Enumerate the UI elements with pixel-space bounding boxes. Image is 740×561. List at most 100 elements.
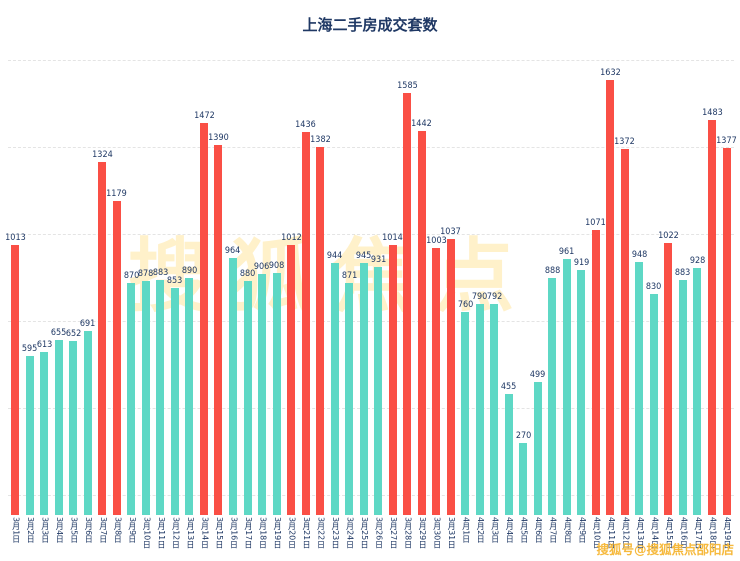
x-axis-label: 3月20日 (287, 517, 297, 549)
bar (417, 131, 426, 515)
bar-slot: 1012 (280, 233, 302, 515)
x-axis-label: 3月1日 (11, 517, 21, 544)
bar-value-label: 880 (239, 269, 256, 279)
bar (287, 245, 296, 515)
bar (330, 263, 339, 515)
bar-value-label: 908 (268, 261, 285, 271)
x-axis-label: 3月22日 (316, 517, 326, 549)
bar-value-label: 928 (689, 256, 706, 266)
bar (141, 281, 150, 515)
x-axis-label: 3月30日 (432, 517, 442, 549)
bar (127, 283, 136, 515)
bar-slot: 870 (124, 272, 139, 515)
x-axis-label: 3月21日 (301, 517, 311, 549)
bar (272, 273, 281, 515)
bar (25, 356, 34, 515)
bar-slot: 1003 (425, 236, 447, 515)
bar-slot: 1013 (5, 234, 26, 515)
bar (69, 341, 78, 515)
bar-value-label: 1071 (585, 218, 607, 228)
bar-slot: 945 (356, 252, 371, 515)
bar-slot: 655 (51, 329, 67, 515)
bar-slot: 1071 (585, 218, 607, 515)
bar-slot: 760 (458, 301, 473, 515)
bar-slot: 871 (341, 271, 357, 515)
bar-slot: 1377 (716, 137, 737, 515)
bar (359, 263, 368, 515)
bar (461, 312, 470, 515)
x-axis-label: 3月28日 (403, 517, 413, 549)
x-axis-label: 3月23日 (331, 517, 340, 549)
bar (54, 340, 63, 515)
bar-value-label: 1585 (396, 81, 418, 91)
x-axis-label: 4月14日 (650, 517, 660, 549)
bar-value-label: 790 (472, 292, 488, 302)
bar-value-label: 792 (486, 292, 503, 302)
bar-value-label: 883 (675, 268, 691, 278)
bar-slot: 652 (66, 330, 81, 515)
x-axis: 3月1日 3月2日 3月3日 3月4日 3月5日 3月6日 3月7日 3月8日 3月9日 3月10… (8, 517, 734, 548)
x-axis-label: 3月3日 (40, 517, 50, 544)
bar-value-label: 499 (530, 370, 546, 380)
bar (533, 382, 542, 515)
x-axis-label: 4月1日 (461, 517, 471, 544)
bar-value-label: 1372 (614, 137, 636, 147)
bar-slot: 499 (530, 370, 546, 515)
x-axis-label: 3月10日 (142, 517, 152, 549)
bar-value-label: 1179 (106, 189, 128, 199)
bar-value-label: 1012 (280, 233, 302, 243)
bar-slot: 944 (327, 252, 342, 515)
bar-slot: 880 (240, 270, 255, 515)
bar-value-label: 1022 (658, 231, 679, 241)
bar-value-label: 871 (341, 271, 357, 281)
x-axis-label: 3月11日 (156, 517, 166, 549)
bar (83, 331, 92, 515)
bar-slot: 1372 (614, 137, 636, 515)
gridline (8, 60, 734, 61)
gridline (8, 234, 734, 235)
bar (446, 239, 455, 515)
bar-value-label: 1390 (208, 133, 229, 143)
bar-value-label: 1472 (193, 111, 215, 121)
bar-slot: 964 (225, 247, 241, 515)
bar-slot: 595 (22, 345, 38, 515)
x-axis-label: 3月16日 (229, 517, 239, 549)
bar-slot: 1324 (92, 150, 113, 515)
bar-value-label: 1003 (425, 236, 447, 246)
x-axis-label: 3月29日 (418, 517, 428, 549)
bar (112, 201, 121, 515)
bar-value-label: 270 (515, 431, 532, 441)
bar-value-label: 878 (138, 269, 154, 279)
bar-slot: 890 (182, 267, 197, 515)
bar-chart: 搜狐焦点 10135956136556526911324117987087888… (5, 52, 737, 515)
bar-slot: 1442 (411, 120, 432, 515)
x-axis-label: 3月18日 (258, 517, 268, 549)
bar (606, 80, 615, 515)
bar-value-label: 1324 (92, 150, 113, 160)
bar (403, 93, 412, 515)
gridline (8, 321, 734, 322)
x-axis-label: 4月2日 (476, 517, 486, 544)
bar (562, 259, 571, 515)
bars-area: 1013 595 613 655 652 691 1324 1179 870 878 883 853 8… (5, 52, 737, 515)
bar-value-label: 652 (65, 329, 82, 339)
x-axis-label: 4月12日 (621, 517, 631, 549)
bar (548, 278, 557, 515)
bar-value-label: 613 (36, 340, 53, 350)
bar-value-label: 1632 (600, 68, 621, 78)
bar-slot: 908 (269, 262, 284, 515)
bar-value-label: 853 (167, 276, 183, 286)
x-axis-label: 4月18日 (708, 517, 718, 549)
bar-slot: 1382 (310, 136, 330, 515)
bar-slot: 830 (646, 283, 662, 515)
bar-value-label: 961 (559, 247, 575, 257)
bar (214, 145, 223, 515)
gridline (8, 495, 734, 496)
bar (519, 443, 528, 515)
x-axis-label: 4月16日 (679, 517, 689, 549)
bar (432, 248, 441, 515)
bar-value-label: 945 (355, 251, 372, 261)
x-axis-label: 3月9日 (127, 517, 137, 544)
bar (678, 280, 687, 515)
bar-slot: 853 (167, 276, 183, 515)
